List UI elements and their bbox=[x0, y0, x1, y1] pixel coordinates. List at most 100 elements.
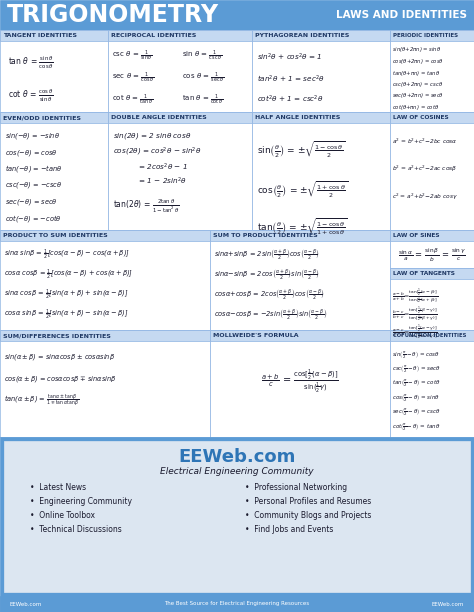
Text: tan($\theta$+$\pi$n) = tan$\theta$: tan($\theta$+$\pi$n) = tan$\theta$ bbox=[392, 69, 440, 78]
Text: •  Latest News: • Latest News bbox=[30, 482, 86, 491]
Text: tan$^2\theta$ + 1 = sec$^2\theta$: tan$^2\theta$ + 1 = sec$^2\theta$ bbox=[257, 73, 325, 84]
Text: cos$\alpha$$-$cos$\beta$ = $-$2sin$\left(\frac{\alpha+\beta}{2}\right)$sin$\left: cos$\alpha$$-$cos$\beta$ = $-$2sin$\left… bbox=[214, 308, 328, 323]
Text: $\frac{a+b}{c}$ = $\frac{\cos[\frac{1}{2}(\alpha-\beta)]}{\sin(\frac{1}{2}\gamma: $\frac{a+b}{c}$ = $\frac{\cos[\frac{1}{2… bbox=[261, 367, 339, 395]
Text: SUM/DIFFERENCES IDENTITIES: SUM/DIFFERENCES IDENTITIES bbox=[3, 333, 111, 338]
Bar bbox=[0, 230, 210, 241]
Text: sin$\alpha$$-$sin$\beta$ = 2cos$\left(\frac{\alpha+\beta}{2}\right)$sin$\left(\f: sin$\alpha$$-$sin$\beta$ = 2cos$\left(\f… bbox=[214, 267, 320, 282]
Bar bbox=[0, 30, 108, 112]
Bar bbox=[4, 441, 470, 592]
Text: •  Find Jobs and Events: • Find Jobs and Events bbox=[245, 524, 333, 534]
Text: a$^2$ = b$^2$+c$^2$$-$2bc cos$\alpha$: a$^2$ = b$^2$+c$^2$$-$2bc cos$\alpha$ bbox=[392, 136, 458, 146]
Text: cos(2$\theta$) = cos$^2\theta$ $-$ sin$^2\theta$: cos(2$\theta$) = cos$^2\theta$ $-$ sin$^… bbox=[113, 146, 201, 158]
Text: sec$\left(\frac{\pi}{2}-\theta\right)$ = csc$\theta$: sec$\left(\frac{\pi}{2}-\theta\right)$ =… bbox=[392, 406, 441, 417]
Text: cos$\alpha$ cos$\beta$ = $\frac{1}{2}$[cos($\alpha-\beta$) + cos($\alpha+\beta$): cos$\alpha$ cos$\beta$ = $\frac{1}{2}$[c… bbox=[4, 268, 133, 282]
Bar bbox=[390, 268, 474, 279]
Bar bbox=[252, 30, 390, 41]
Text: sec($-\theta$) = sec$\theta$: sec($-\theta$) = sec$\theta$ bbox=[5, 197, 58, 207]
Text: cot($\theta$+$\pi$n) = cot$\theta$: cot($\theta$+$\pi$n) = cot$\theta$ bbox=[392, 103, 439, 112]
Bar bbox=[390, 30, 474, 112]
Text: tan $\theta$ = $\frac{\sin\theta}{\cos\theta}$: tan $\theta$ = $\frac{\sin\theta}{\cos\t… bbox=[8, 55, 54, 71]
Bar bbox=[0, 437, 474, 612]
Text: csc $\theta$ = $\frac{1}{\sin\theta}$: csc $\theta$ = $\frac{1}{\sin\theta}$ bbox=[112, 49, 153, 63]
Text: tan $\theta$ = $\frac{1}{\cot\theta}$: tan $\theta$ = $\frac{1}{\cot\theta}$ bbox=[182, 93, 224, 107]
Text: c$^2$ = a$^2$+b$^2$$-$2ab cos$\gamma$: c$^2$ = a$^2$+b$^2$$-$2ab cos$\gamma$ bbox=[392, 192, 458, 202]
Bar bbox=[390, 268, 474, 330]
Text: sec $\theta$ = $\frac{1}{\cos\theta}$: sec $\theta$ = $\frac{1}{\cos\theta}$ bbox=[112, 71, 155, 85]
Text: •  Personal Profiles and Resumes: • Personal Profiles and Resumes bbox=[245, 496, 371, 506]
Bar bbox=[210, 330, 390, 341]
Bar bbox=[390, 112, 474, 123]
Text: •  Community Blogs and Projects: • Community Blogs and Projects bbox=[245, 510, 371, 520]
Bar bbox=[390, 330, 474, 341]
Bar bbox=[252, 30, 390, 112]
Text: = 1 $-$ 2sin$^2\theta$: = 1 $-$ 2sin$^2\theta$ bbox=[113, 176, 187, 187]
Text: PRODUCT TO SUM IDENTITIES: PRODUCT TO SUM IDENTITIES bbox=[3, 233, 108, 238]
Text: •  Technical Discussions: • Technical Discussions bbox=[30, 524, 122, 534]
Text: EVEN/ODD IDENTITIES: EVEN/ODD IDENTITIES bbox=[3, 115, 81, 120]
Text: sin$\alpha$ cos$\beta$ = $\frac{1}{2}$[sin($\alpha+\beta$) + sin($\alpha-\beta$): sin$\alpha$ cos$\beta$ = $\frac{1}{2}$[s… bbox=[4, 288, 128, 302]
Text: cot($-\theta$) = $-$cot$\theta$: cot($-\theta$) = $-$cot$\theta$ bbox=[5, 213, 62, 224]
Text: = 2cos$^2\theta$ $-$ 1: = 2cos$^2\theta$ $-$ 1 bbox=[113, 162, 188, 173]
Text: sin$\alpha$ sin$\beta$ = $\frac{1}{2}$[cos($\alpha-\beta$) $-$ cos($\alpha+\beta: sin$\alpha$ sin$\beta$ = $\frac{1}{2}$[c… bbox=[4, 248, 130, 262]
Text: LAW OF COSINES: LAW OF COSINES bbox=[393, 115, 448, 120]
Bar bbox=[210, 230, 390, 241]
Text: The Best Source for Electrical Engineering Resources: The Best Source for Electrical Engineeri… bbox=[164, 602, 310, 606]
Text: sin($\theta$+2$\pi$n) = sin$\theta$: sin($\theta$+2$\pi$n) = sin$\theta$ bbox=[392, 45, 441, 54]
Text: EEWeb.com: EEWeb.com bbox=[10, 602, 42, 606]
Bar bbox=[390, 112, 474, 230]
Text: sin $\theta$ = $\frac{1}{\csc\theta}$: sin $\theta$ = $\frac{1}{\csc\theta}$ bbox=[182, 49, 223, 63]
Text: COFUNCTION IDENTITIES: COFUNCTION IDENTITIES bbox=[393, 333, 466, 338]
Text: sin$\alpha$+sin$\beta$ = 2sin$\left(\frac{\alpha+\beta}{2}\right)$cos$\left(\fra: sin$\alpha$+sin$\beta$ = 2sin$\left(\fra… bbox=[214, 248, 320, 263]
Text: TANGENT IDENTITIES: TANGENT IDENTITIES bbox=[3, 33, 77, 38]
Bar bbox=[390, 30, 474, 41]
Text: sin($\alpha\pm\beta$) = sin$\alpha$cos$\beta$ $\pm$ cos$\alpha$sin$\beta$: sin($\alpha\pm\beta$) = sin$\alpha$cos$\… bbox=[4, 352, 115, 362]
Text: Electrical Engineering Community: Electrical Engineering Community bbox=[160, 466, 314, 476]
Bar bbox=[0, 112, 108, 230]
Bar bbox=[210, 330, 390, 437]
Bar bbox=[390, 330, 474, 437]
Bar bbox=[0, 330, 210, 341]
Text: cos$\left(\frac{\theta}{2}\right)$ = $\pm\sqrt{\frac{1+\cos\theta}{2}}$: cos$\left(\frac{\theta}{2}\right)$ = $\p… bbox=[257, 180, 348, 200]
Text: cos$\alpha$+cos$\beta$ = 2cos$\left(\frac{\alpha+\beta}{2}\right)$cos$\left(\fra: cos$\alpha$+cos$\beta$ = 2cos$\left(\fra… bbox=[214, 288, 325, 302]
Text: •  Professional Networking: • Professional Networking bbox=[245, 482, 347, 491]
Bar bbox=[0, 112, 108, 123]
Text: sin$^2\theta$ + cos$^2\theta$ = 1: sin$^2\theta$ + cos$^2\theta$ = 1 bbox=[257, 51, 322, 62]
Bar bbox=[0, 0, 474, 30]
Text: $\frac{a-b}{a+b}$=$\frac{\tan[\frac{1}{2}(\alpha-\beta)]}{\tan[\frac{1}{2}(\alph: $\frac{a-b}{a+b}$=$\frac{\tan[\frac{1}{2… bbox=[392, 288, 438, 306]
Text: tan$\left(\frac{\theta}{2}\right)$ = $\pm\sqrt{\frac{1-\cos\theta}{1+\cos\theta}: tan$\left(\frac{\theta}{2}\right)$ = $\p… bbox=[257, 217, 348, 237]
Text: cos($\theta$+2$\pi$n) = cos$\theta$: cos($\theta$+2$\pi$n) = cos$\theta$ bbox=[392, 57, 444, 66]
Bar bbox=[390, 230, 474, 241]
Text: PYTHAGOREAN IDENTITIES: PYTHAGOREAN IDENTITIES bbox=[255, 33, 349, 38]
Bar bbox=[252, 112, 390, 123]
Text: RECIPROCAL IDENTITIES: RECIPROCAL IDENTITIES bbox=[111, 33, 196, 38]
Text: LAW OF TANGENTS: LAW OF TANGENTS bbox=[393, 271, 455, 276]
Text: cos($-\theta$) = cos$\theta$: cos($-\theta$) = cos$\theta$ bbox=[5, 147, 58, 157]
Text: cos($\alpha\pm\beta$) = cos$\alpha$cos$\beta$ $\mp$ sin$\alpha$sin$\beta$: cos($\alpha\pm\beta$) = cos$\alpha$cos$\… bbox=[4, 374, 117, 384]
Bar bbox=[108, 30, 252, 112]
Text: tan$\left(\frac{\pi}{2}-\theta\right)$ = cot$\theta$: tan$\left(\frac{\pi}{2}-\theta\right)$ =… bbox=[392, 378, 440, 389]
Text: tan(2$\theta$) = $\frac{2\tan\theta}{1-\tan^2\theta}$: tan(2$\theta$) = $\frac{2\tan\theta}{1-\… bbox=[113, 198, 180, 215]
Text: cot $\theta$ = $\frac{\cos\theta}{\sin\theta}$: cot $\theta$ = $\frac{\cos\theta}{\sin\t… bbox=[8, 88, 53, 104]
Bar bbox=[0, 30, 108, 41]
Bar bbox=[108, 112, 252, 230]
Bar bbox=[252, 112, 390, 230]
Text: LAW OF SINES: LAW OF SINES bbox=[393, 233, 439, 238]
Text: b$^2$ = a$^2$+c$^2$$-$2ac cos$\beta$: b$^2$ = a$^2$+c$^2$$-$2ac cos$\beta$ bbox=[392, 164, 457, 174]
Text: SUM TO PRODUCT IDENTITIES: SUM TO PRODUCT IDENTITIES bbox=[213, 233, 318, 238]
Text: EEWeb.com: EEWeb.com bbox=[432, 602, 464, 606]
Bar bbox=[0, 230, 210, 330]
Text: csc($-\theta$) = $-$csc$\theta$: csc($-\theta$) = $-$csc$\theta$ bbox=[5, 181, 63, 190]
Text: cot$\left(\frac{\pi}{2}-\theta\right)$ = tan$\theta$: cot$\left(\frac{\pi}{2}-\theta\right)$ =… bbox=[392, 421, 440, 432]
Text: sin$\left(\frac{\pi}{2}-\theta\right)$ = cos$\theta$: sin$\left(\frac{\pi}{2}-\theta\right)$ =… bbox=[392, 348, 440, 359]
Text: •  Engineering Community: • Engineering Community bbox=[30, 496, 132, 506]
Text: $\frac{a-c}{a+c}$=$\frac{\tan[\frac{1}{2}(\alpha-\gamma)]}{\tan[\frac{1}{2}(\alp: $\frac{a-c}{a+c}$=$\frac{\tan[\frac{1}{2… bbox=[392, 324, 438, 342]
Text: •  Online Toolbox: • Online Toolbox bbox=[30, 510, 95, 520]
Text: DOUBLE ANGLE IDENTITIES: DOUBLE ANGLE IDENTITIES bbox=[111, 115, 207, 120]
Text: cos $\theta$ = $\frac{1}{\sec\theta}$: cos $\theta$ = $\frac{1}{\sec\theta}$ bbox=[182, 71, 225, 85]
Text: PERIODIC IDENTITIES: PERIODIC IDENTITIES bbox=[393, 33, 458, 38]
Text: cos$\alpha$ sin$\beta$ = $\frac{1}{2}$[sin($\alpha+\beta$) $-$ sin($\alpha-\beta: cos$\alpha$ sin$\beta$ = $\frac{1}{2}$[s… bbox=[4, 308, 128, 322]
Bar bbox=[0, 596, 474, 612]
Bar bbox=[210, 230, 390, 330]
Text: tan($\alpha\pm\beta$) = $\frac{\tan\alpha \pm \tan\beta}{1 \mp \tan\alpha\tan\be: tan($\alpha\pm\beta$) = $\frac{\tan\alph… bbox=[4, 393, 80, 409]
Text: cot$^2\theta$ + 1 = csc$^2\theta$: cot$^2\theta$ + 1 = csc$^2\theta$ bbox=[257, 94, 324, 105]
